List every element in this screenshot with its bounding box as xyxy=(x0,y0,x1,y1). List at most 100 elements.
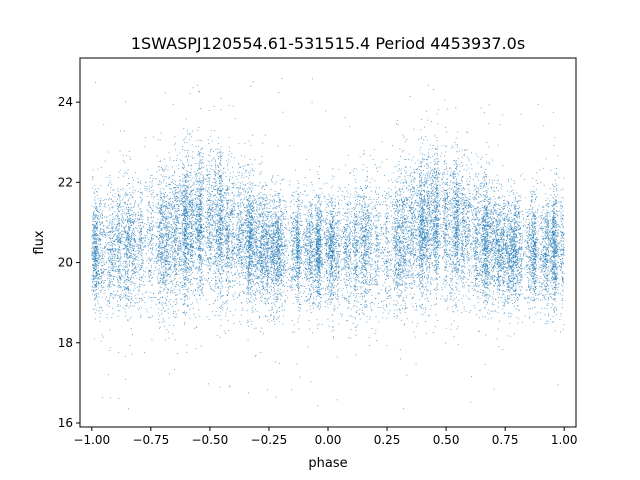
data-point xyxy=(297,244,299,246)
data-point xyxy=(216,252,218,254)
data-point xyxy=(276,277,278,279)
data-point xyxy=(97,250,99,252)
data-point xyxy=(170,281,172,283)
data-point xyxy=(455,304,457,306)
data-point xyxy=(436,164,438,165)
data-point xyxy=(224,254,226,256)
data-point xyxy=(334,248,336,250)
data-point xyxy=(322,239,323,241)
data-point xyxy=(228,189,230,190)
data-point xyxy=(452,289,454,291)
data-point xyxy=(231,191,233,193)
data-point xyxy=(176,316,178,318)
data-point xyxy=(233,238,235,240)
data-point xyxy=(232,210,234,212)
data-point xyxy=(185,276,187,278)
data-point xyxy=(348,245,350,247)
data-point xyxy=(91,234,93,236)
data-point xyxy=(338,276,340,278)
data-point xyxy=(554,218,555,220)
data-point xyxy=(554,226,555,228)
data-point xyxy=(404,308,406,310)
data-point xyxy=(351,211,353,212)
data-point xyxy=(117,211,119,213)
data-point xyxy=(104,246,106,248)
data-point xyxy=(287,221,289,223)
data-point xyxy=(462,241,464,243)
data-point xyxy=(216,283,218,285)
data-point xyxy=(378,216,380,218)
data-point xyxy=(464,232,466,234)
data-point xyxy=(128,263,130,265)
data-point xyxy=(403,206,405,208)
data-point xyxy=(282,218,284,219)
data-point xyxy=(248,281,250,283)
data-point xyxy=(205,253,207,255)
data-point xyxy=(99,211,100,213)
data-point xyxy=(262,286,264,288)
data-point xyxy=(348,280,349,281)
data-point xyxy=(222,212,224,214)
data-point xyxy=(476,242,478,244)
data-point xyxy=(353,236,355,237)
data-point xyxy=(528,210,530,212)
data-point xyxy=(316,279,318,281)
data-point xyxy=(209,212,211,214)
data-point xyxy=(254,254,256,255)
data-point xyxy=(238,220,240,222)
data-point xyxy=(264,235,266,237)
data-point xyxy=(515,226,517,227)
data-point xyxy=(554,179,556,181)
data-point xyxy=(163,245,165,247)
data-point xyxy=(242,165,244,167)
data-point xyxy=(137,238,139,240)
data-point xyxy=(184,206,186,207)
data-point xyxy=(93,212,95,214)
data-point xyxy=(359,230,361,232)
data-point xyxy=(251,247,253,249)
data-point xyxy=(555,268,557,270)
data-point xyxy=(417,190,419,192)
data-point xyxy=(195,248,197,250)
data-point xyxy=(268,242,270,244)
data-point xyxy=(209,171,211,173)
data-point xyxy=(319,214,321,216)
data-point xyxy=(216,206,218,208)
data-point xyxy=(214,178,216,180)
data-point xyxy=(178,200,180,202)
data-point xyxy=(555,214,557,215)
data-point xyxy=(144,352,146,354)
data-point xyxy=(183,241,185,243)
data-point xyxy=(196,215,198,217)
data-point xyxy=(507,284,509,286)
data-point xyxy=(306,159,307,161)
data-point xyxy=(170,188,172,190)
data-point xyxy=(277,269,279,271)
data-point xyxy=(159,139,161,141)
data-point xyxy=(230,155,232,157)
data-point xyxy=(208,261,210,263)
data-point xyxy=(277,293,279,295)
data-point xyxy=(238,261,240,262)
data-point xyxy=(102,233,103,235)
data-point xyxy=(182,208,184,210)
data-point xyxy=(261,226,262,228)
data-point xyxy=(448,265,450,267)
data-point xyxy=(508,211,510,213)
data-point xyxy=(475,236,477,238)
data-point xyxy=(469,220,471,222)
data-point xyxy=(351,208,353,210)
data-point xyxy=(158,210,160,212)
data-point xyxy=(385,221,387,223)
data-point xyxy=(311,211,313,213)
data-point xyxy=(165,271,167,272)
data-point xyxy=(551,260,553,262)
data-point xyxy=(280,298,282,300)
data-point xyxy=(420,129,422,131)
data-point xyxy=(108,227,110,229)
data-point xyxy=(420,137,422,139)
data-point xyxy=(233,157,235,159)
data-point xyxy=(408,270,410,272)
data-point xyxy=(316,270,318,272)
data-point xyxy=(529,266,531,267)
